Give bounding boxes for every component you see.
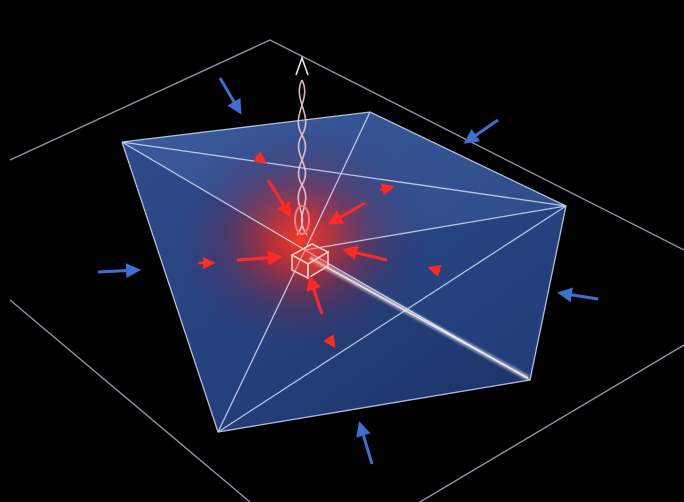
arrow-pointing-to-center-icon <box>236 250 283 266</box>
arrow-pointing-to-center-icon <box>323 334 336 349</box>
arrow-pointing-to-center-icon <box>327 201 366 225</box>
arrow-pointing-to-center-icon <box>266 179 292 218</box>
arrow-pointing-inward-icon <box>356 421 374 465</box>
inner-arrows <box>198 151 442 349</box>
central-cube <box>290 243 330 280</box>
arrow-pointing-to-center-icon <box>306 275 324 315</box>
arrow-pointing-inward-icon <box>97 263 141 279</box>
arrow-pointing-inward-icon <box>463 118 499 144</box>
polyhedron-edges <box>121 111 567 433</box>
arrow-pointing-to-center-icon <box>342 245 388 262</box>
arrow-pointing-inward-icon <box>218 77 242 115</box>
outer-frame <box>9 39 684 502</box>
arrow-pointing-to-center-icon <box>379 183 395 196</box>
arrow-pointing-to-center-icon <box>253 151 268 164</box>
beam-lower-right <box>308 255 530 381</box>
outer-arrows <box>97 77 599 465</box>
arrow-pointing-inward-icon <box>557 287 599 303</box>
helical-beam-icon <box>294 55 310 236</box>
arrow-pointing-to-center-icon <box>427 264 442 277</box>
central-glow <box>165 120 435 360</box>
